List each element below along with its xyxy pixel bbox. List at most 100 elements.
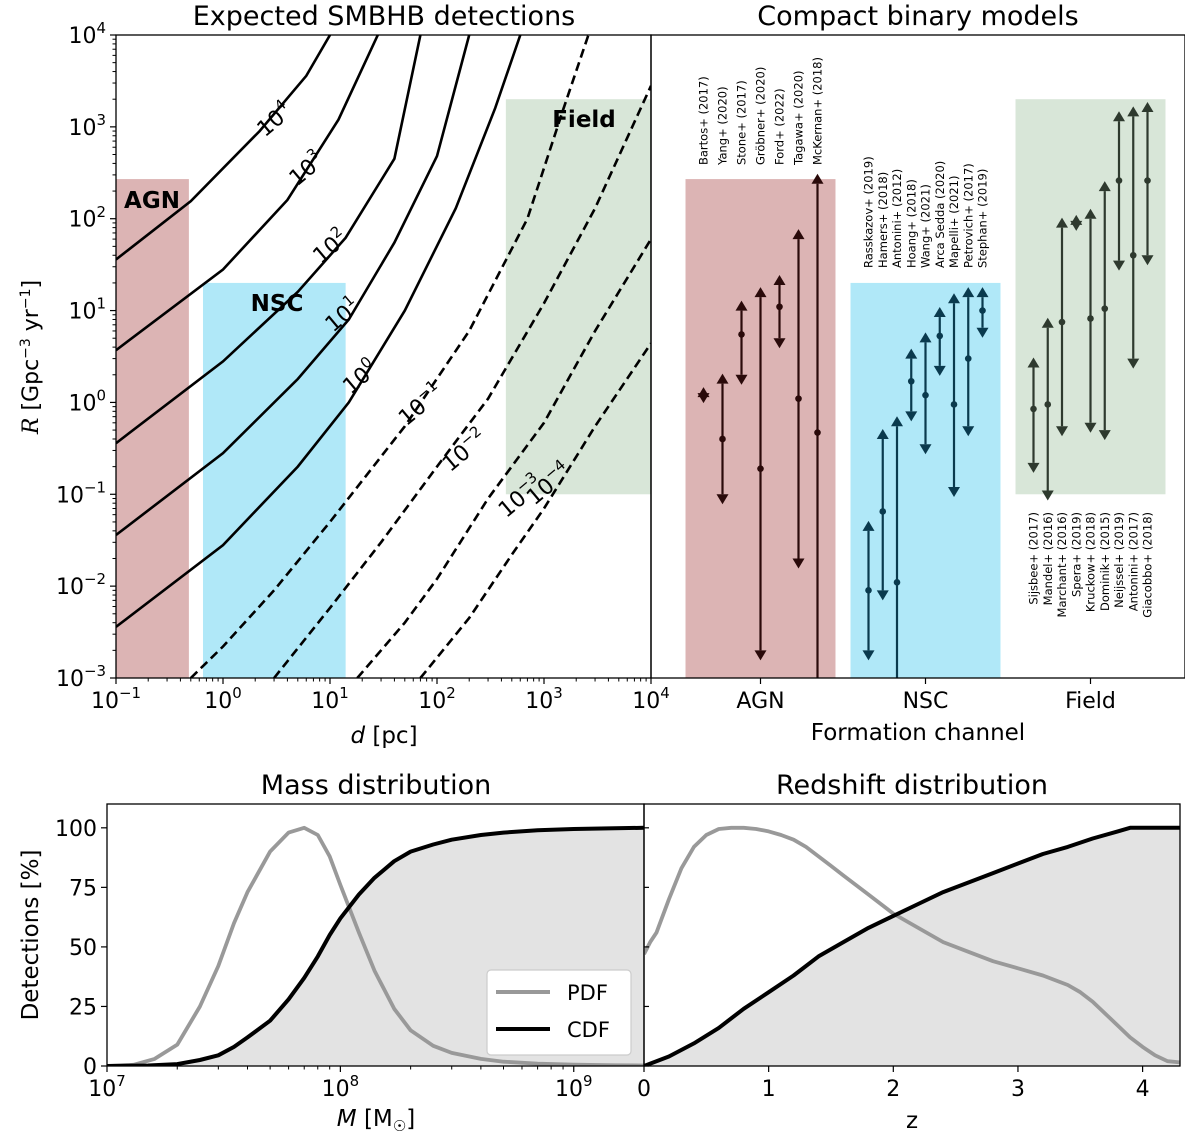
model-center-point — [795, 395, 802, 402]
contour-line — [116, 35, 422, 445]
model-reference-label: Dominik+ (2015) — [1098, 512, 1112, 611]
model-lower-arrow — [735, 374, 748, 385]
model-agn — [754, 287, 767, 661]
model-center-point — [879, 508, 887, 515]
model-agn — [773, 274, 786, 349]
legend-pdf-label: PDF — [567, 981, 608, 1005]
model-agn — [716, 373, 729, 505]
model-field — [1027, 357, 1040, 473]
x-tick-label: 2 — [886, 1077, 900, 1102]
model-reference-label: McKernan+ (2018) — [811, 57, 825, 165]
model-reference-label: Hamers+ (2018) — [876, 172, 890, 268]
model-nsc — [976, 287, 989, 338]
model-center-point — [738, 331, 745, 338]
model-lower-arrow — [876, 590, 889, 601]
model-lower-arrow — [1098, 430, 1111, 441]
model-upper-arrow — [905, 348, 918, 359]
x-tick-label-agn: AGN — [736, 689, 784, 714]
model-upper-arrow — [1127, 106, 1140, 117]
x-tick-label-field: Field — [1065, 689, 1116, 714]
region-label-agn: AGN — [124, 188, 180, 214]
x-tick-label: 103 — [525, 684, 563, 714]
x-axis-label: d [pc] — [350, 723, 417, 749]
model-lower-arrow — [862, 650, 875, 661]
model-center-point — [907, 377, 915, 385]
contour-line — [419, 342, 651, 678]
model-reference-label: Neijssel+ (2019) — [1112, 512, 1126, 608]
model-field — [1098, 181, 1111, 441]
y-tick-label: 10−3 — [56, 662, 106, 692]
cdf-area — [644, 827, 1180, 1066]
model-upper-arrow — [876, 428, 889, 439]
model-upper-arrow — [754, 287, 767, 298]
panel-title: Mass distribution — [261, 770, 491, 801]
model-field — [1070, 214, 1083, 231]
model-lower-arrow — [1084, 422, 1097, 433]
y-tick-label: 103 — [68, 111, 106, 141]
legend-box — [486, 969, 632, 1056]
y-tick-label: 100 — [68, 387, 106, 417]
x-tick-label: 109 — [555, 1072, 593, 1102]
model-lower-arrow — [1113, 260, 1125, 271]
y-tick-label: 100 — [55, 817, 97, 842]
contour-label: 10−1 — [394, 376, 441, 431]
contour-line — [189, 35, 590, 678]
region-label-nsc: NSC — [251, 291, 304, 317]
model-reference-label: Yang+ (2020) — [716, 86, 730, 166]
model-nsc — [919, 332, 932, 455]
model-lower-arrow — [976, 327, 989, 338]
model-center-point — [814, 429, 821, 436]
mass-distribution-panel: Mass distribution 107 108 109 0 25 50 75 100 M … — [18, 770, 645, 1135]
contour-line — [116, 35, 379, 352]
x-tick-label: 107 — [88, 1072, 126, 1102]
contour-line — [273, 85, 651, 678]
y-axis-label: Detections [%] — [18, 850, 44, 1021]
y-tick-label: 102 — [68, 203, 106, 233]
contour-line — [116, 35, 471, 537]
x-axis-label: Formation channel — [811, 720, 1025, 746]
model-lower-arrow — [1027, 462, 1040, 473]
model-upper-arrow — [792, 229, 805, 240]
x-tick-label: 104 — [632, 684, 670, 714]
model-field — [1084, 208, 1097, 433]
model-nsc — [948, 293, 960, 498]
y-tick-label: 10−2 — [56, 570, 106, 600]
model-upper-arrow — [716, 373, 729, 384]
series-line-cdf — [644, 825, 1180, 1066]
region-label-field: Field — [552, 107, 616, 133]
region-nsc — [202, 282, 346, 678]
model-lower-arrow — [1141, 255, 1154, 266]
panel-title: Expected SMBHB detections — [193, 1, 576, 32]
model-upper-arrow — [1084, 208, 1097, 219]
x-tick-label: 101 — [311, 684, 349, 714]
model-reference-label: Antonini+ (2017) — [1126, 512, 1140, 611]
model-upper-arrow — [976, 287, 989, 298]
y-tick-label: 10−1 — [56, 478, 106, 508]
model-field — [1041, 317, 1054, 501]
model-nsc — [962, 287, 975, 437]
model-lower-arrow — [773, 338, 786, 349]
model-upper-arrow — [891, 416, 903, 427]
model-reference-label: Spera+ (2019) — [1069, 512, 1083, 597]
x-tick-label-nsc: NSC — [903, 689, 949, 714]
model-field — [1141, 102, 1154, 266]
model-reference-label: Gröbner+ (2020) — [754, 67, 768, 165]
model-center-point — [1144, 177, 1151, 184]
model-center-point — [1087, 315, 1094, 322]
model-reference-label: Stone+ (2017) — [735, 80, 749, 165]
model-center-point — [922, 391, 929, 399]
region-agn — [116, 179, 189, 678]
model-lower-arrow — [716, 494, 729, 505]
model-lower-arrow — [962, 426, 975, 437]
model-upper-arrow — [919, 332, 932, 343]
model-nsc — [891, 416, 903, 678]
compact-binary-panel: Compact binary models Bartos+ (2017) Yang… — [650, 1, 1185, 746]
model-upper-arrow — [1141, 102, 1154, 113]
model-marker-down — [1070, 220, 1083, 231]
model-upper-arrow — [1098, 181, 1111, 192]
model-lower-arrow — [948, 487, 960, 498]
contour-line — [116, 35, 522, 628]
model-reference-label: Rasskazov+ (2019) — [862, 156, 876, 268]
series-line-pdf — [644, 825, 1180, 1065]
